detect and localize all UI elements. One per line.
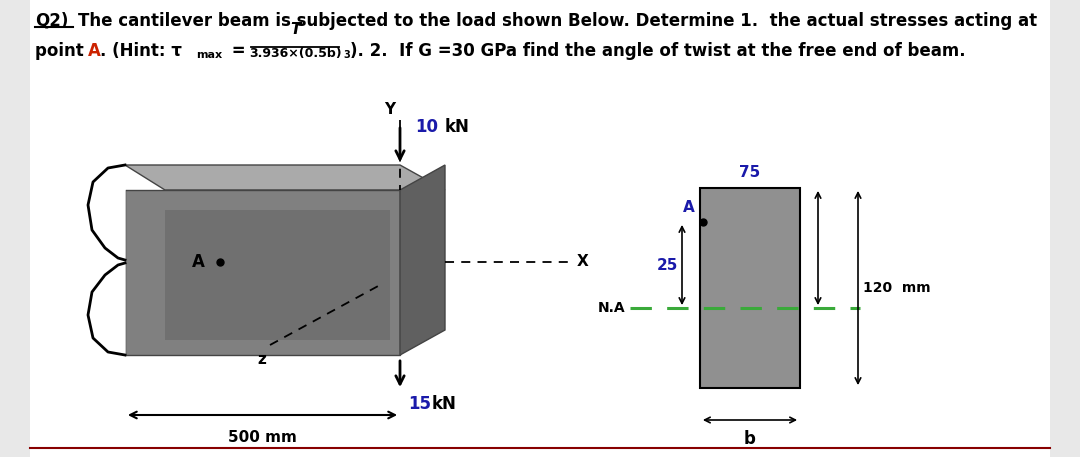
Text: point: point	[35, 42, 90, 60]
Text: 75: 75	[740, 165, 760, 180]
Text: . (Hint: τ: . (Hint: τ	[100, 42, 183, 60]
Text: Y: Y	[383, 102, 395, 117]
Text: A: A	[192, 253, 205, 271]
Text: 500 mm: 500 mm	[228, 430, 296, 445]
Bar	[1050, 0, 1080, 457]
Polygon shape	[400, 165, 445, 355]
Bar	[0, 0, 30, 457]
Text: A: A	[684, 200, 696, 215]
Text: 10: 10	[415, 118, 438, 136]
Text: N.A: N.A	[597, 301, 625, 315]
Text: ). 2.  If G =30 GPa find the angle of twist at the free end of beam.: ). 2. If G =30 GPa find the angle of twi…	[350, 42, 966, 60]
Text: 120  mm: 120 mm	[863, 281, 931, 295]
Text: Q2): Q2)	[35, 12, 68, 30]
Text: A: A	[87, 42, 100, 60]
Text: max: max	[195, 50, 222, 60]
Text: X: X	[577, 255, 589, 270]
Polygon shape	[165, 210, 390, 340]
Polygon shape	[125, 165, 445, 190]
Text: 15: 15	[408, 395, 431, 413]
Text: 3: 3	[343, 50, 350, 60]
Polygon shape	[700, 188, 800, 388]
Text: The cantilever beam is subjected to the load shown Below. Determine 1.  the actu: The cantilever beam is subjected to the …	[78, 12, 1037, 30]
Polygon shape	[87, 165, 125, 355]
Text: b: b	[744, 430, 756, 448]
Polygon shape	[125, 190, 400, 355]
Text: 25: 25	[657, 257, 678, 272]
Text: =: =	[226, 42, 245, 60]
Text: kN: kN	[445, 118, 470, 136]
Text: kN: kN	[432, 395, 457, 413]
Text: z: z	[257, 352, 267, 367]
Text: T: T	[289, 22, 300, 37]
Text: 3.936×(0.5b): 3.936×(0.5b)	[248, 47, 341, 60]
